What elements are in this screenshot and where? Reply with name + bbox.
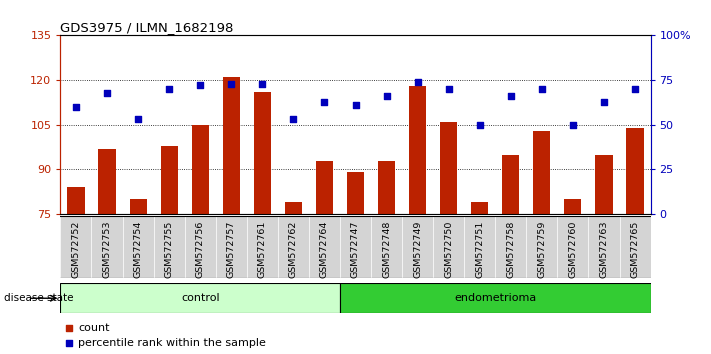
Text: GSM572761: GSM572761 bbox=[258, 221, 267, 278]
Text: GSM572750: GSM572750 bbox=[444, 221, 453, 278]
Bar bbox=[526, 216, 557, 278]
Point bbox=[257, 81, 268, 86]
Text: endometrioma: endometrioma bbox=[454, 293, 536, 303]
Point bbox=[474, 122, 486, 127]
Bar bbox=[533, 131, 550, 214]
Bar bbox=[254, 92, 271, 214]
Point bbox=[288, 116, 299, 122]
Text: GSM572748: GSM572748 bbox=[382, 221, 391, 278]
Bar bbox=[122, 216, 154, 278]
Point bbox=[164, 86, 175, 92]
Point bbox=[350, 102, 361, 108]
Bar bbox=[619, 216, 651, 278]
Bar bbox=[278, 216, 309, 278]
Bar bbox=[99, 149, 116, 214]
Bar bbox=[496, 216, 526, 278]
Bar bbox=[285, 202, 302, 214]
Text: GSM572764: GSM572764 bbox=[320, 221, 329, 278]
Text: GSM572763: GSM572763 bbox=[599, 221, 609, 278]
Bar bbox=[471, 202, 488, 214]
Bar bbox=[223, 77, 240, 214]
Point bbox=[567, 122, 579, 127]
Point bbox=[319, 99, 330, 104]
Bar bbox=[340, 216, 371, 278]
Text: percentile rank within the sample: percentile rank within the sample bbox=[78, 338, 266, 348]
Bar bbox=[129, 199, 146, 214]
Bar bbox=[464, 216, 496, 278]
Point bbox=[536, 86, 547, 92]
Bar bbox=[557, 216, 589, 278]
Text: GSM572747: GSM572747 bbox=[351, 221, 360, 278]
Point bbox=[195, 82, 206, 88]
Point bbox=[412, 79, 423, 85]
Bar bbox=[154, 216, 185, 278]
Bar bbox=[161, 145, 178, 214]
Bar bbox=[595, 155, 612, 214]
Point bbox=[225, 81, 237, 86]
Point bbox=[102, 90, 113, 96]
Bar bbox=[347, 172, 364, 214]
Bar bbox=[340, 283, 651, 313]
Point bbox=[505, 93, 516, 99]
Bar bbox=[192, 125, 209, 214]
Text: disease state: disease state bbox=[4, 293, 73, 303]
Text: GSM572755: GSM572755 bbox=[165, 221, 173, 278]
Bar bbox=[378, 161, 395, 214]
Text: count: count bbox=[78, 322, 109, 332]
Text: GSM572762: GSM572762 bbox=[289, 221, 298, 278]
Bar bbox=[371, 216, 402, 278]
Text: GSM572751: GSM572751 bbox=[475, 221, 484, 278]
Bar bbox=[68, 187, 85, 214]
Bar bbox=[565, 199, 582, 214]
Bar bbox=[92, 216, 122, 278]
Text: GSM572752: GSM572752 bbox=[72, 221, 80, 278]
Bar bbox=[502, 155, 519, 214]
Text: GSM572758: GSM572758 bbox=[506, 221, 515, 278]
Point bbox=[598, 99, 609, 104]
Point bbox=[381, 93, 392, 99]
Bar bbox=[215, 216, 247, 278]
Text: GSM572749: GSM572749 bbox=[413, 221, 422, 278]
Point bbox=[63, 325, 75, 330]
Text: GSM572754: GSM572754 bbox=[134, 221, 143, 278]
Text: GSM572760: GSM572760 bbox=[568, 221, 577, 278]
Text: GSM572759: GSM572759 bbox=[538, 221, 546, 278]
Bar bbox=[626, 128, 643, 214]
Text: GDS3975 / ILMN_1682198: GDS3975 / ILMN_1682198 bbox=[60, 21, 234, 34]
Point bbox=[629, 86, 641, 92]
Bar bbox=[60, 283, 340, 313]
Bar bbox=[402, 216, 433, 278]
Text: GSM572756: GSM572756 bbox=[196, 221, 205, 278]
Bar bbox=[60, 216, 92, 278]
Text: GSM572757: GSM572757 bbox=[227, 221, 236, 278]
Bar bbox=[309, 216, 340, 278]
Bar bbox=[589, 216, 619, 278]
Text: control: control bbox=[181, 293, 220, 303]
Text: GSM572753: GSM572753 bbox=[102, 221, 112, 278]
Point bbox=[443, 86, 454, 92]
Point bbox=[132, 116, 144, 122]
Bar bbox=[316, 161, 333, 214]
Text: GSM572765: GSM572765 bbox=[631, 221, 639, 278]
Point bbox=[63, 341, 75, 346]
Bar bbox=[185, 216, 215, 278]
Bar bbox=[409, 86, 426, 214]
Point bbox=[70, 104, 82, 110]
Bar bbox=[440, 122, 457, 214]
Bar bbox=[247, 216, 278, 278]
Bar bbox=[433, 216, 464, 278]
